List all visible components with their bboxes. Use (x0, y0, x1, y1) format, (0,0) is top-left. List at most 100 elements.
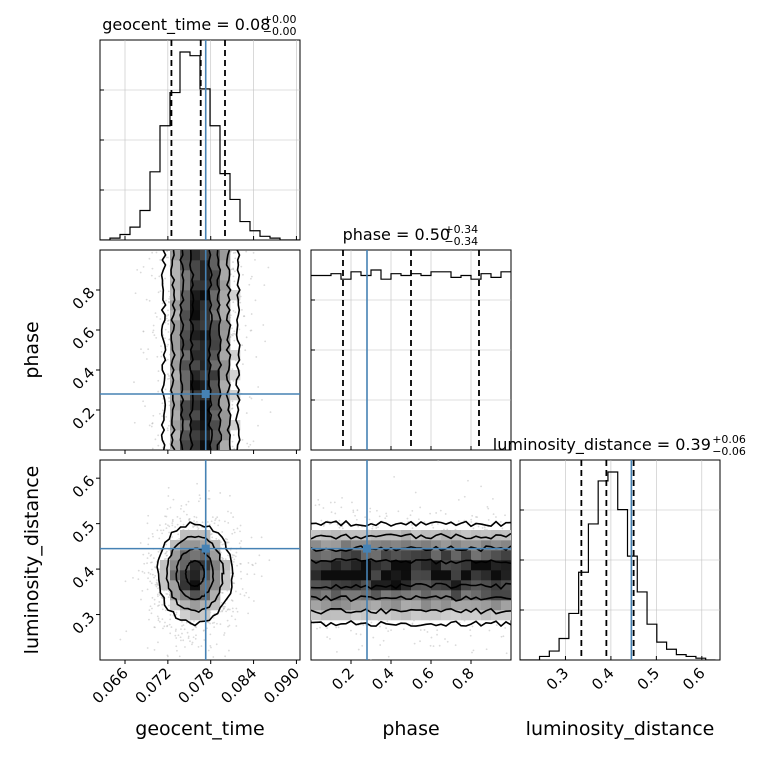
title-upper: +0.06 (712, 433, 746, 446)
density-cell (210, 400, 221, 411)
density-cell (180, 530, 191, 541)
contour-line (184, 559, 206, 588)
density-cell (180, 270, 191, 281)
density-cell (170, 260, 181, 271)
density-cell (180, 390, 191, 401)
density-cell (220, 270, 231, 281)
density-cell (481, 600, 492, 611)
density-cell (351, 560, 362, 571)
x-tick-label: 0.5 (634, 664, 664, 694)
density-cell (210, 260, 221, 271)
density-cell (210, 380, 221, 391)
density-cell (431, 590, 442, 601)
truth-marker (201, 544, 210, 553)
density-cell (210, 390, 221, 401)
density-cell (441, 600, 452, 611)
density-cell (321, 610, 332, 621)
density-cell (491, 560, 502, 571)
density-cell (371, 550, 382, 561)
density-cell (471, 540, 482, 551)
density-cell (220, 560, 231, 571)
density-cell (431, 580, 442, 591)
density-cell (170, 290, 181, 301)
x-tick-label: 0.6 (679, 664, 709, 694)
y-tick-label: 0.8 (69, 284, 99, 314)
density-cell (160, 570, 171, 581)
density-cell (331, 530, 342, 541)
density-cell (230, 370, 241, 381)
density-cell (471, 590, 482, 601)
density-cell (431, 540, 442, 551)
contour-line (156, 521, 234, 627)
density-cell (451, 590, 462, 601)
density-cell (190, 370, 201, 381)
y-axis-label: luminosity_distance (21, 466, 43, 655)
density-cell (311, 560, 322, 571)
density-cell (331, 560, 342, 571)
density-cell (170, 580, 181, 591)
density-cell (501, 540, 511, 551)
contour-line (311, 607, 511, 615)
density-cell (451, 560, 462, 571)
contour-line (311, 595, 511, 603)
density-cell (371, 540, 382, 551)
density-cell (190, 400, 201, 411)
density-cell (331, 590, 342, 601)
density-cell (180, 290, 191, 301)
density-cell (190, 390, 201, 401)
density-cell (431, 570, 442, 581)
density-cell (180, 360, 191, 371)
density-cell (451, 550, 462, 561)
density-cell (180, 570, 191, 581)
density-cell (190, 340, 201, 351)
density-cell (311, 570, 322, 581)
density-cell (190, 250, 201, 261)
density-cell (361, 610, 372, 621)
density-cell (331, 570, 342, 581)
density-cell (411, 600, 422, 611)
density-cell (471, 600, 482, 611)
panel-title-geocent_time: geocent_time = 0.08+0.00−0.00 (102, 13, 296, 38)
density-cell (481, 590, 492, 601)
density-cell (501, 610, 511, 621)
density-cell (170, 330, 181, 341)
density-cell (170, 400, 181, 411)
density-cell (210, 430, 221, 441)
density-cell (160, 560, 171, 571)
title-main: phase = 0.50 (343, 225, 450, 244)
density-cell (190, 420, 201, 431)
density-cell (220, 370, 231, 381)
title-upper: +0.00 (263, 13, 297, 26)
density-cell (471, 530, 482, 541)
density-cell (381, 610, 392, 621)
x-axis-label: luminosity_distance (526, 718, 715, 740)
density-cell (170, 310, 181, 321)
truth-marker (201, 390, 210, 398)
density-cell (170, 420, 181, 431)
density-cell (210, 300, 221, 311)
density-cell (170, 370, 181, 381)
density-cell (220, 300, 231, 311)
title-main: geocent_time = 0.08 (102, 15, 270, 35)
density-cell (311, 540, 322, 551)
density-cell (210, 250, 221, 261)
density-cell (371, 610, 382, 621)
density-cell (321, 550, 332, 561)
x-tick-label: 0.090 (260, 664, 303, 707)
density-cell (220, 390, 231, 401)
density-cell (381, 570, 392, 581)
density-cell (190, 330, 201, 341)
density-cell (501, 600, 511, 611)
density-cell (210, 290, 221, 301)
density-cell (331, 610, 342, 621)
density-cell (180, 430, 191, 441)
density-cell (501, 590, 511, 601)
density-cell (220, 340, 231, 351)
contour-line (311, 582, 511, 590)
density-cell (451, 570, 462, 581)
density-cell (210, 310, 221, 321)
density-cell (170, 440, 181, 450)
density-cell (180, 560, 191, 571)
density-cell (401, 600, 412, 611)
density-cell (381, 540, 392, 551)
